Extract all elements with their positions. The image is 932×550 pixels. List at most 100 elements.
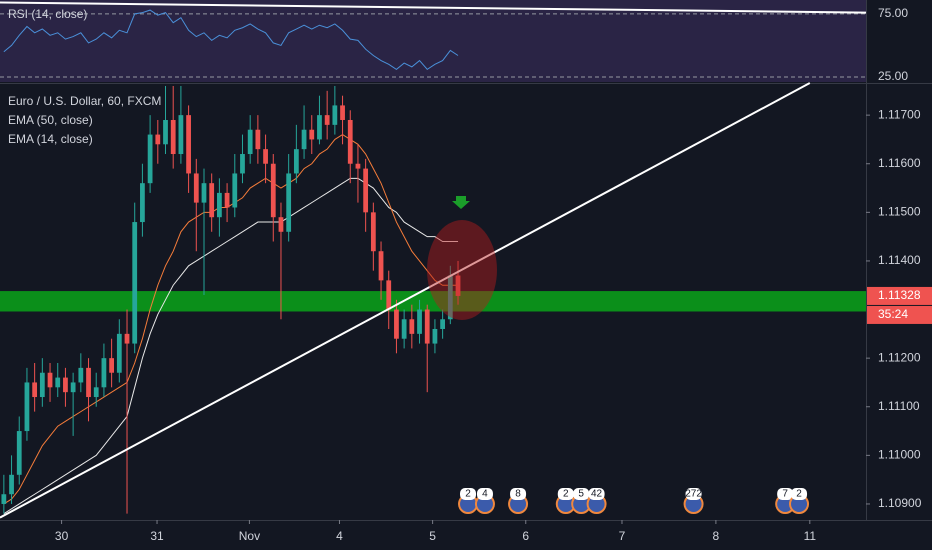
candle-body bbox=[224, 192, 230, 208]
candle-body bbox=[270, 163, 276, 218]
candle-body bbox=[147, 134, 153, 184]
candle-body bbox=[409, 319, 415, 334]
x-tick-label: 5 bbox=[429, 529, 436, 543]
event-label: 8 bbox=[515, 489, 521, 500]
candle-body bbox=[255, 129, 261, 150]
candle-body bbox=[39, 372, 45, 398]
countdown-box bbox=[867, 305, 932, 324]
candle-body bbox=[217, 192, 222, 218]
candle-body bbox=[417, 309, 422, 334]
candle-body bbox=[186, 115, 191, 174]
event-label: 4 bbox=[482, 489, 488, 500]
rsi-trendline bbox=[0, 1, 867, 14]
rsi-tick-label: 25.00 bbox=[878, 69, 908, 83]
event-badge bbox=[777, 488, 794, 500]
x-tick-label: 11 bbox=[804, 529, 817, 543]
candle-body bbox=[124, 333, 130, 344]
candle-body bbox=[63, 377, 68, 393]
candle-body bbox=[1, 494, 7, 504]
candle-body bbox=[132, 222, 138, 344]
event-badge bbox=[557, 488, 574, 500]
x-tick-label: 31 bbox=[150, 529, 164, 543]
candle-body bbox=[424, 309, 430, 344]
candle-body bbox=[386, 280, 392, 310]
candle-body bbox=[70, 382, 76, 393]
candle-body bbox=[86, 367, 91, 398]
chart-title: Euro / U.S. Dollar, 60, FXCM bbox=[8, 94, 161, 108]
support-zone bbox=[0, 291, 866, 312]
legend-entry: EMA (50, close) bbox=[8, 113, 93, 127]
candle-body bbox=[201, 183, 207, 203]
y-tick-label: 1.11100 bbox=[878, 399, 920, 413]
event-label: 2 bbox=[796, 489, 802, 500]
candle-body bbox=[240, 154, 245, 174]
countdown-label: 35:24 bbox=[878, 307, 908, 321]
rsi-band bbox=[0, 0, 866, 82]
candle-body bbox=[332, 105, 338, 125]
event-badge bbox=[588, 488, 605, 500]
candle-body bbox=[78, 367, 84, 383]
candle-body bbox=[101, 358, 107, 388]
rsi-line bbox=[3, 9, 459, 71]
last-price-label: 1.11328 bbox=[878, 288, 921, 302]
event-label: 5 bbox=[578, 489, 584, 500]
last-price-box bbox=[867, 286, 932, 305]
event-badge bbox=[791, 488, 808, 500]
candle-body bbox=[170, 119, 176, 155]
y-tick-label: 1.11700 bbox=[878, 107, 921, 121]
y-tick-label: 1.11200 bbox=[878, 350, 921, 364]
candle-body bbox=[32, 382, 38, 398]
event-label: 7 bbox=[782, 489, 788, 500]
candle-body bbox=[55, 377, 61, 388]
candle-body bbox=[278, 217, 284, 232]
candle-body bbox=[432, 328, 438, 344]
candle-body bbox=[340, 105, 345, 120]
candle-body bbox=[140, 183, 145, 223]
x-tick-label: 8 bbox=[713, 529, 720, 543]
event-badge bbox=[510, 488, 527, 500]
candle-body bbox=[401, 319, 407, 339]
y-tick-label: 1.11600 bbox=[878, 156, 921, 170]
candle-body bbox=[263, 149, 268, 164]
candle-body bbox=[317, 115, 322, 140]
candle-body bbox=[293, 149, 299, 174]
candle-body bbox=[93, 387, 99, 398]
candle-body bbox=[447, 275, 453, 320]
event-badge bbox=[573, 488, 590, 500]
candle-body bbox=[455, 275, 461, 296]
highlight-circle bbox=[427, 220, 497, 320]
y-tick-label: 1.11000 bbox=[878, 448, 921, 462]
y-tick-label: 1.11500 bbox=[878, 205, 921, 219]
event-label: 272 bbox=[685, 489, 702, 500]
event-label: 2 bbox=[563, 489, 569, 500]
candle-body bbox=[378, 251, 384, 281]
candle-body bbox=[178, 115, 184, 155]
x-tick-label: 6 bbox=[522, 529, 529, 543]
candle-body bbox=[394, 309, 399, 339]
candle-body bbox=[116, 333, 122, 373]
candle-body bbox=[370, 212, 376, 252]
candle-body bbox=[209, 183, 215, 218]
event-badge bbox=[685, 488, 702, 500]
ema-line bbox=[3, 177, 459, 515]
candle-body bbox=[193, 173, 199, 203]
x-tick-label: 30 bbox=[55, 529, 69, 543]
candle-body bbox=[163, 119, 168, 145]
x-tick-label: 4 bbox=[336, 529, 343, 543]
candle-body bbox=[309, 129, 315, 140]
candle-body bbox=[347, 119, 353, 164]
candle-body bbox=[9, 474, 14, 495]
down-arrow bbox=[452, 196, 470, 209]
y-tick-label: 1.11400 bbox=[878, 253, 921, 267]
candle-body bbox=[301, 129, 307, 150]
candle-body bbox=[109, 358, 115, 373]
ema-line bbox=[3, 133, 459, 505]
rsi-tick-label: 75.00 bbox=[878, 6, 908, 20]
candle-body bbox=[247, 129, 253, 155]
candle-body bbox=[16, 431, 22, 475]
candle-body bbox=[355, 163, 361, 169]
candle-body bbox=[286, 173, 292, 232]
candle-body bbox=[232, 173, 238, 208]
event-label: 42 bbox=[591, 489, 603, 500]
